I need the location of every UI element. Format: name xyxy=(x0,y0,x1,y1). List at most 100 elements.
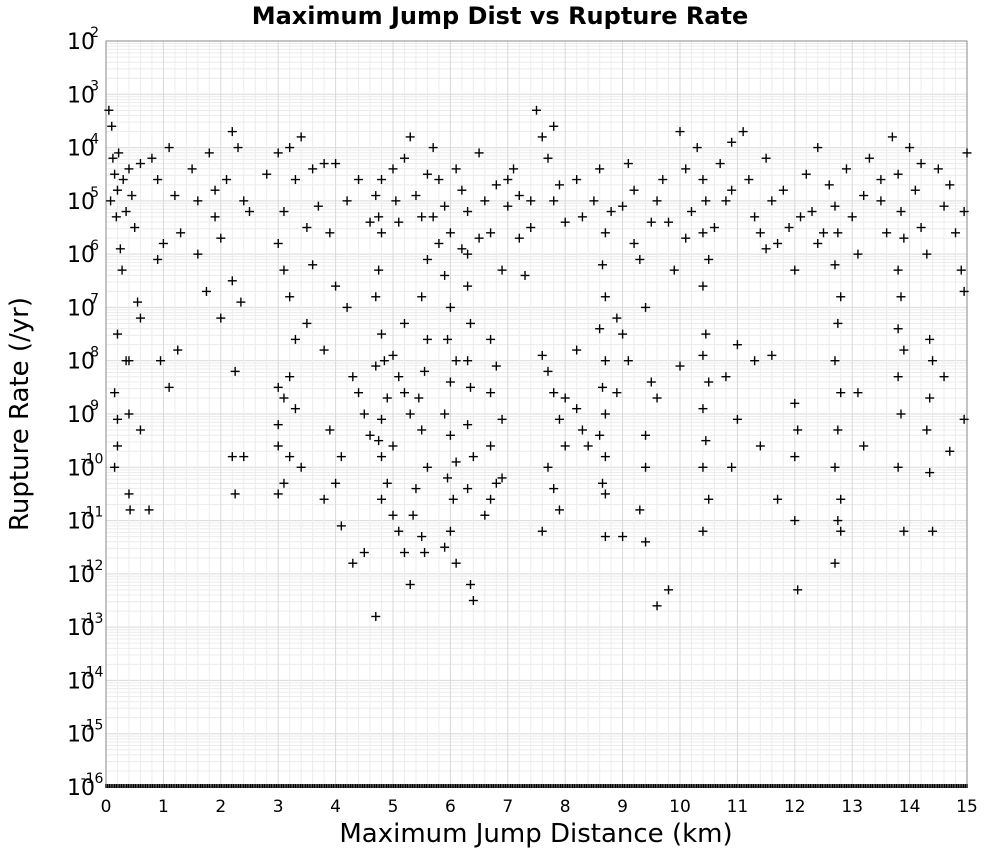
data-point xyxy=(641,462,651,472)
data-point xyxy=(641,302,651,312)
data-point xyxy=(681,164,691,174)
data-point xyxy=(830,201,840,211)
data-point xyxy=(658,175,668,185)
x-tick-label: 6 xyxy=(445,797,456,817)
data-point xyxy=(916,159,926,169)
data-point xyxy=(428,212,438,222)
data-point xyxy=(176,228,186,238)
data-point xyxy=(922,425,932,435)
data-point xyxy=(463,484,473,494)
data-point xyxy=(560,441,570,451)
data-point xyxy=(336,452,346,462)
y-tick-exponent: -13 xyxy=(81,611,104,627)
data-point xyxy=(583,441,593,451)
data-point xyxy=(465,318,475,328)
x-tick-label: 12 xyxy=(784,797,806,817)
data-point xyxy=(445,228,455,238)
data-point xyxy=(796,212,806,222)
data-point xyxy=(463,281,473,291)
data-point xyxy=(422,462,432,472)
y-tick-exponent: -8 xyxy=(85,345,99,361)
data-point xyxy=(833,516,843,526)
x-tick-label: 5 xyxy=(388,797,399,817)
data-point xyxy=(434,238,444,248)
data-point xyxy=(646,217,656,227)
data-point xyxy=(227,452,237,462)
data-point xyxy=(273,441,283,451)
data-point xyxy=(704,494,714,504)
data-point xyxy=(554,180,564,190)
data-point xyxy=(939,372,949,382)
y-tick-exponent: -12 xyxy=(81,558,104,574)
data-point xyxy=(377,414,387,424)
data-point xyxy=(761,244,771,254)
grid-layer xyxy=(105,40,968,788)
data-point xyxy=(204,148,214,158)
x-tick-label: 9 xyxy=(617,797,628,817)
data-point xyxy=(833,228,843,238)
data-point xyxy=(773,494,783,504)
data-point xyxy=(830,356,840,366)
data-point xyxy=(526,196,536,206)
data-point xyxy=(153,175,163,185)
data-point xyxy=(755,441,765,451)
y-tick-label: 10 xyxy=(67,403,95,428)
data-point xyxy=(445,377,455,387)
y-tick-label: 10 xyxy=(67,723,95,748)
data-point xyxy=(819,228,828,238)
data-point xyxy=(686,207,696,217)
data-point xyxy=(532,105,541,115)
data-point xyxy=(420,366,430,376)
data-point xyxy=(445,526,455,536)
data-point xyxy=(331,478,341,488)
data-point xyxy=(577,425,587,435)
data-point xyxy=(600,356,610,366)
data-point xyxy=(669,265,679,275)
data-point xyxy=(319,494,329,504)
data-point xyxy=(503,175,513,185)
data-point xyxy=(646,377,656,387)
data-point xyxy=(612,388,622,398)
data-point xyxy=(830,260,840,270)
data-point xyxy=(732,414,742,424)
data-point xyxy=(117,265,127,275)
data-point xyxy=(554,414,564,424)
data-point xyxy=(738,127,748,137)
data-point xyxy=(801,169,811,179)
data-point xyxy=(417,292,427,302)
data-point xyxy=(537,132,547,142)
data-point xyxy=(474,148,484,158)
data-point xyxy=(457,185,467,195)
y-tick-exponent: -3 xyxy=(85,78,99,94)
data-point xyxy=(598,382,608,392)
data-point xyxy=(595,430,605,440)
data-point xyxy=(595,324,605,334)
data-point xyxy=(405,132,415,142)
data-point xyxy=(440,542,450,552)
data-point xyxy=(440,409,450,419)
data-point xyxy=(612,313,622,323)
data-point xyxy=(158,238,168,248)
data-point xyxy=(497,414,507,424)
data-point xyxy=(348,372,358,382)
data-point xyxy=(388,164,398,174)
data-point xyxy=(302,223,312,232)
data-point xyxy=(600,532,610,542)
data-point xyxy=(767,196,777,206)
data-point xyxy=(112,441,122,451)
data-point xyxy=(365,217,375,227)
data-point xyxy=(463,249,473,259)
data-point xyxy=(698,462,708,472)
data-point xyxy=(106,196,116,206)
data-point xyxy=(600,228,610,238)
data-point xyxy=(440,201,450,211)
data-point xyxy=(824,180,834,190)
data-point xyxy=(227,127,237,137)
data-point xyxy=(443,473,453,483)
data-point xyxy=(445,302,455,312)
data-point xyxy=(853,388,863,398)
data-point xyxy=(112,329,122,339)
data-point xyxy=(698,228,708,238)
data-point xyxy=(486,441,496,451)
